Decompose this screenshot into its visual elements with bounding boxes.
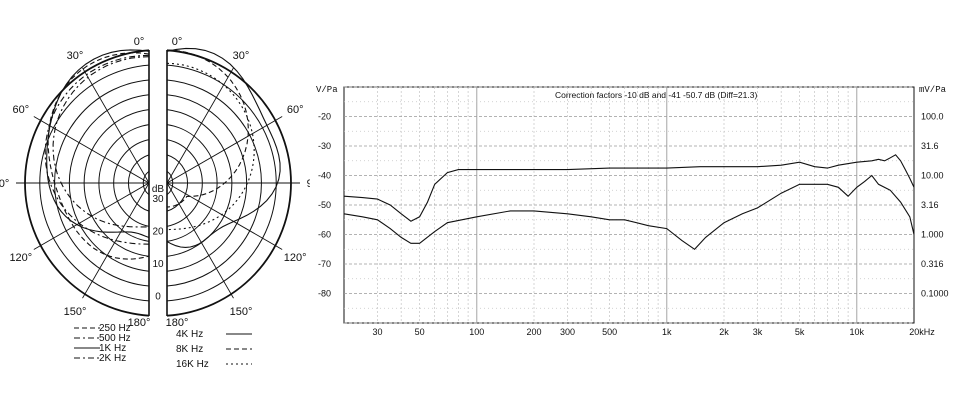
plot-series [343,154,915,251]
x-tick-label: 1k [662,327,672,337]
legend-label: 1K Hz [99,343,126,354]
y-left-tick-label: -60 [318,230,331,240]
x-tick-label: 50 [415,327,425,337]
series-line-2 [343,174,915,251]
polar-db-tick: 0 [155,292,161,303]
polar-db-tick: 20 [152,227,164,238]
legend-label: 16K Hz [176,359,209,370]
x-tick-label: 100 [469,327,484,337]
polar-angle-label: 180° [166,317,189,329]
polar-spoke [166,182,234,299]
polar-db-tick: 30 [152,194,164,205]
polar-curve [166,49,249,208]
polar-angle-label: 30° [233,50,250,62]
polar-curve [46,49,150,239]
y-left-tick-label: -50 [318,200,331,210]
y-right-tick-label: 100.0 [921,112,944,122]
polar-spoke [166,67,234,184]
polar-curve [44,54,150,245]
polar-grid [16,49,300,317]
polar-spoke [166,182,283,250]
legend-label: 2K Hz [99,353,126,364]
y-right-tick-label: 1.000 [921,230,944,240]
polar-angle-label: 0° [172,36,183,48]
legend-label: 250 Hz [99,323,131,334]
x-tick-label: 10k [850,327,865,337]
polar-db-unit: dB [152,184,165,195]
correction-annotation: Correction factors -10 dB and -41 -50.7 … [555,90,757,100]
polar-angle-label: 30° [67,50,84,62]
legend-label: 4K Hz [176,329,203,340]
x-tick-label: 30 [372,327,382,337]
legend-label: 8K Hz [176,344,203,355]
y-right-tick-label: 3.16 [921,200,939,210]
y-left-unit: V/Pa [316,85,338,95]
polar-angle-label: 60° [287,104,304,116]
y-right-tick-label: 0.1000 [921,289,949,299]
y-left-tick-label: -40 [318,171,331,181]
x-tick-label: 3k [753,327,763,337]
polar-spoke [166,116,283,184]
x-tick-label: 200 [526,327,541,337]
y-right-tick-label: 31.6 [921,141,939,151]
polar-curve [47,52,150,260]
x-tick-label: 2k [719,327,729,337]
plot-grid [344,86,914,324]
series-line-1 [343,154,915,222]
y-right-tick-label: 0.316 [921,259,944,269]
x-tick-label: 20kHz [909,327,935,337]
plot-tick-labels: 30 50 100 200 300 500 1k 2k 3k 5k 10k 20kHz -20 -30 -4… [318,112,949,338]
polar-angle-label: 60° [13,104,30,116]
polar-angle-label: 150° [64,306,87,318]
y-left-tick-label: -70 [318,259,331,269]
polar-angle-label: 120° [284,252,307,264]
polar-spoke [82,67,150,184]
x-tick-label: 300 [560,327,575,337]
polar-angle-label: 0° [134,36,145,48]
y-left-tick-label: -20 [318,112,331,122]
frequency-response-chart: 30 50 100 200 300 500 1k 2k 3k 5k 10k 20kHz -20 -30 -4… [316,85,949,338]
y-right-unit: mV/Pa [919,85,947,95]
y-right-tick-label: 10.00 [921,171,944,181]
y-left-tick-label: -30 [318,141,331,151]
polar-labels: 0° 30° 60° 90° 120° 150° 180° 0° 30° 60° 90° 120° 15… [0,36,310,329]
x-tick-label: 5k [795,327,805,337]
legend-label: 500 Hz [99,333,131,344]
polar-angle-label: 120° [9,252,32,264]
polar-curve [166,62,255,231]
polar-curves [44,47,281,260]
polar-angle-label: 90° [0,178,9,190]
polar-spoke [33,116,150,184]
polar-angle-label: 150° [230,306,253,318]
x-tick-label: 500 [602,327,617,337]
polar-db-tick: 10 [152,259,164,270]
y-left-tick-label: -80 [318,289,331,299]
polar-pattern-figure: 0° 30° 60° 90° 120° 150° 180° 0° 30° 60° 90° 120° 15… [0,36,310,370]
polar-angle-label: 180° [128,317,151,329]
polar-angle-label: 90° [307,178,310,190]
polar-curve [52,56,150,228]
polar-curve [166,47,281,248]
